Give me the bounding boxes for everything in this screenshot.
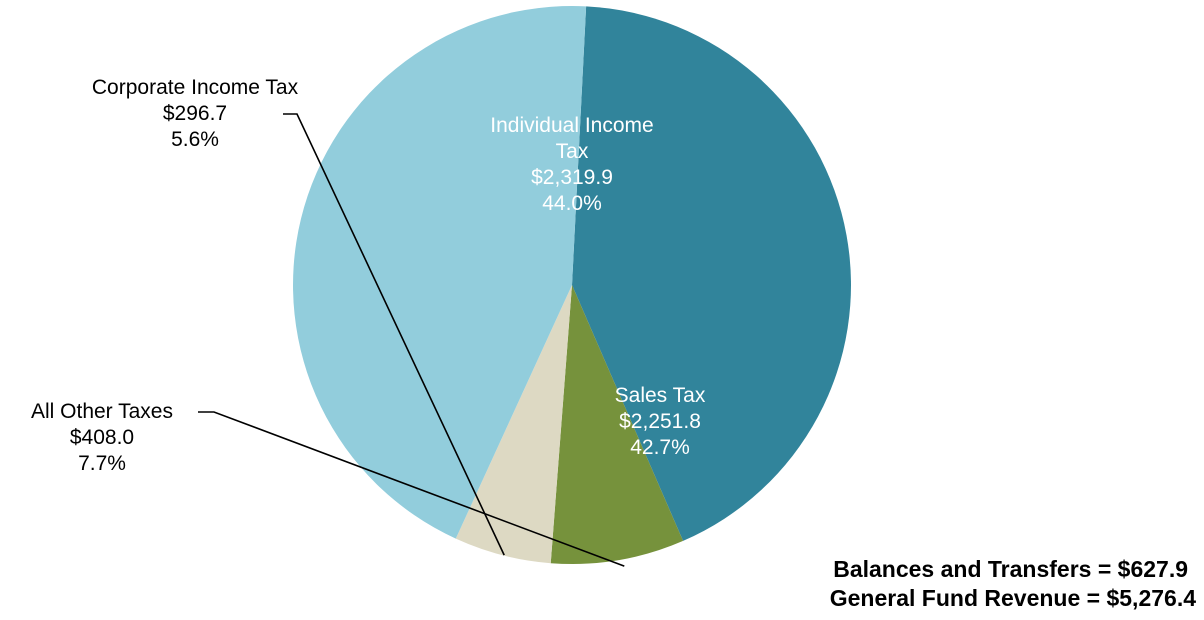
- slice-label-sales: Sales Tax $2,251.8 42.7%: [615, 384, 706, 459]
- slice-label-corporate: Corporate Income Tax $296.7 5.6%: [92, 76, 299, 151]
- pie-slice-corporate: [455, 285, 572, 564]
- leader-line-other: [198, 411, 625, 567]
- slice-labels: Sales Tax $2,251.8 42.7% All Other Taxes $40…: [31, 76, 706, 475]
- slice-label-other: All Other Taxes $408.0 7.7%: [31, 400, 173, 475]
- pie-slices: [293, 6, 851, 565]
- slice-label-individual: Individual Income Tax $2,319.9 44.0%: [490, 114, 653, 215]
- leader-line-corporate: [283, 113, 505, 556]
- balances-and-transfers-text: Balances and Transfers = $627.9: [833, 556, 1188, 582]
- general-fund-revenue-text: General Fund Revenue = $5,276.4: [829, 585, 1196, 611]
- pie-slice-sales: [572, 6, 851, 541]
- chart-footer: Balances and Transfers = $627.9 General …: [830, 555, 1196, 613]
- pie-slice-individual: [293, 6, 587, 539]
- leader-lines: [198, 113, 625, 567]
- pie-slice-other: [550, 285, 684, 565]
